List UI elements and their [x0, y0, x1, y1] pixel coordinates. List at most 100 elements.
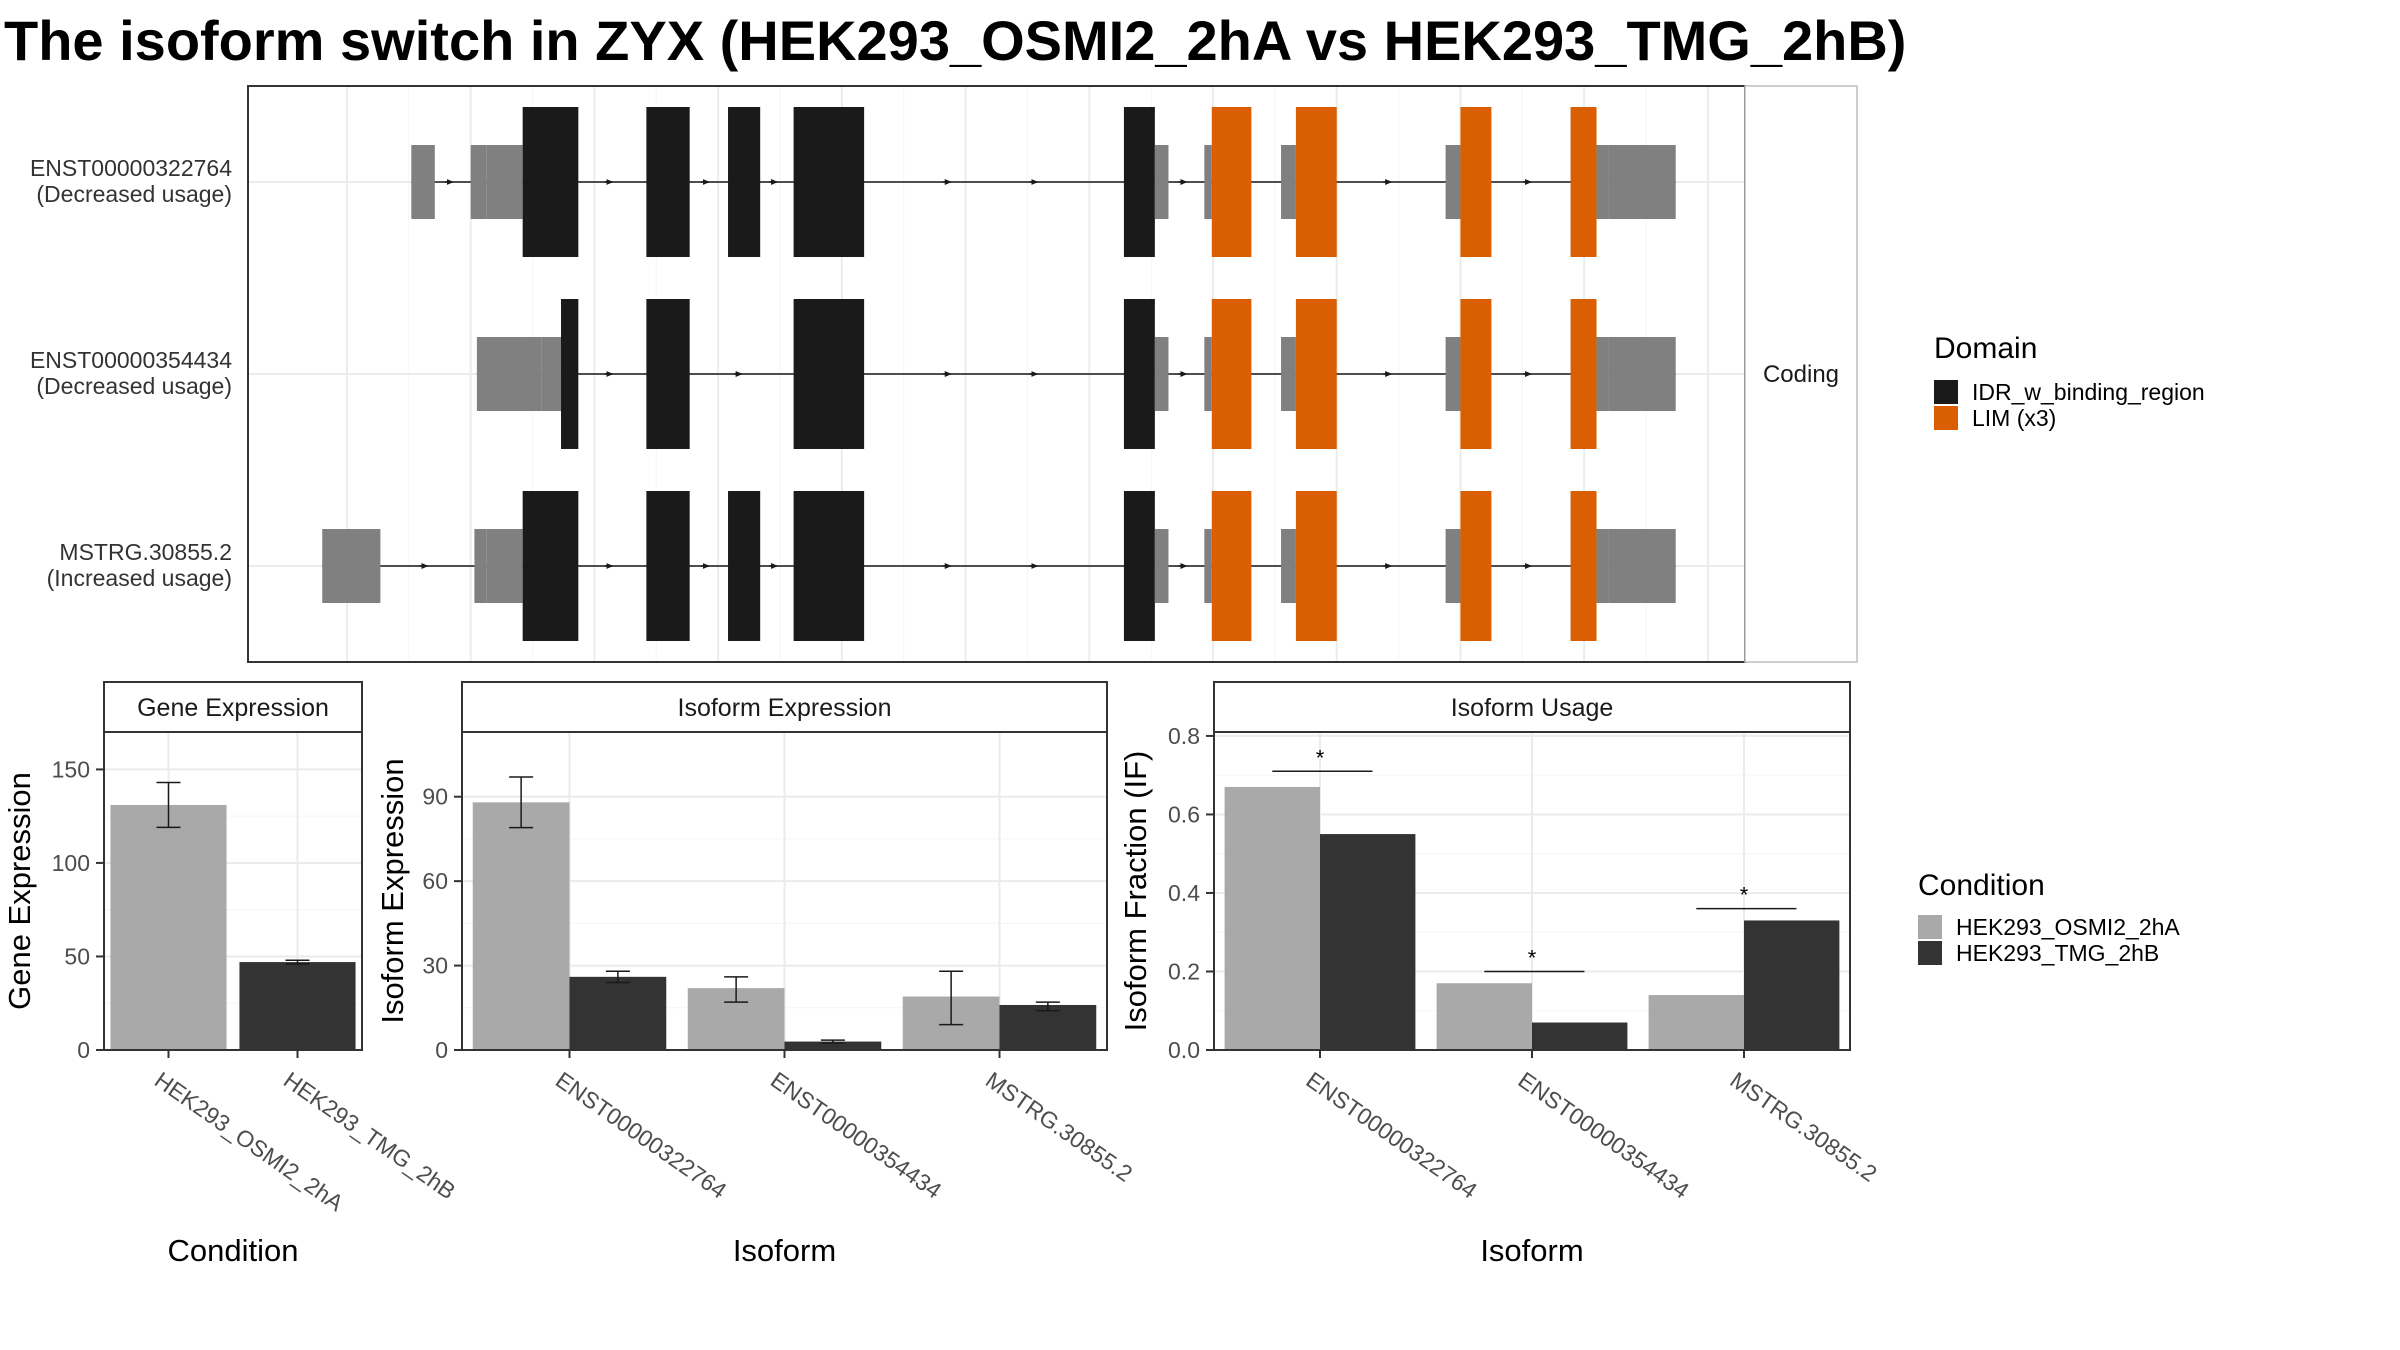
legend-key-lim: [1934, 406, 1958, 430]
exon-utr: [322, 529, 381, 603]
transcript-row: [322, 491, 1676, 641]
exon-utr: [486, 145, 523, 219]
exon-utr: [541, 337, 562, 411]
bar: [1224, 786, 1320, 1050]
y-axis-title: Isoform Expression: [375, 758, 410, 1023]
exon-utr: [1154, 529, 1169, 603]
exon-lim: [1295, 299, 1337, 449]
exon-utr: [1281, 529, 1296, 603]
bar: [784, 1041, 882, 1050]
facet-strip-label: Isoform Usage: [1451, 694, 1614, 722]
exon-idr: [1123, 107, 1155, 257]
y-axis-title: Isoform Fraction (IF): [1118, 751, 1153, 1032]
facet-strip: [461, 681, 1108, 733]
y-tick-label: 0: [435, 1037, 448, 1063]
exon-lim: [1295, 491, 1337, 641]
exon-lim: [1570, 299, 1597, 449]
exon-utr: [1596, 145, 1609, 219]
x-tick-label: MSTRG.30855.2: [1725, 1067, 1881, 1187]
significance-label: *: [1740, 883, 1749, 908]
facet-strip-label: Coding: [1763, 361, 1839, 388]
y-tick-label: 150: [52, 756, 90, 782]
y-tick-label: 90: [422, 784, 448, 810]
y-tick-label: 0.8: [1168, 723, 1200, 749]
figure-title: The isoform switch in ZYX (HEK293_OSMI2_…: [4, 9, 1907, 72]
facet-strip-label: Gene Expression: [137, 694, 329, 722]
transcript-usage-label: (Increased usage): [47, 565, 232, 591]
isoform-expression-panel: [454, 681, 1108, 1058]
x-axis-title: Condition: [168, 1233, 299, 1268]
exon-idr: [646, 107, 690, 257]
y-tick-label: 0.6: [1168, 801, 1200, 827]
gene-structure-panel: [247, 85, 1858, 663]
transcript-usage-label: (Decreased usage): [36, 373, 232, 399]
bar: [239, 962, 356, 1050]
exon-idr: [793, 107, 865, 257]
x-tick-label: MSTRG.30855.2: [981, 1067, 1137, 1187]
legend-key-condition: [1918, 915, 1942, 939]
transcript-row: [411, 107, 1676, 257]
bar: [1532, 1022, 1628, 1050]
exon-lim: [1570, 491, 1597, 641]
exon-utr: [1608, 145, 1676, 219]
domain-legend-label: LIM (x3): [1972, 405, 2056, 431]
facet-strip: [103, 681, 363, 733]
exon-idr: [646, 491, 690, 641]
bar: [110, 804, 227, 1050]
legend-key-idr: [1934, 380, 1958, 404]
exon-idr: [522, 491, 579, 641]
exon-lim: [1211, 299, 1252, 449]
y-axis-title: Gene Expression: [2, 772, 37, 1010]
y-tick-label: 0.4: [1168, 880, 1200, 906]
x-tick-label: ENST00000322764: [551, 1067, 732, 1204]
bar: [472, 802, 570, 1050]
transcript-id-label: MSTRG.30855.2: [59, 539, 232, 565]
transcript-usage-label: (Decreased usage): [36, 181, 232, 207]
condition-legend-label: HEK293_OSMI2_2hA: [1956, 914, 2180, 940]
y-tick-label: 0: [77, 1037, 90, 1063]
transcript-id-label: ENST00000354434: [30, 347, 232, 373]
y-tick-label: 30: [422, 953, 448, 979]
exon-lim: [1460, 299, 1492, 449]
domain-legend-label: IDR_w_binding_region: [1972, 379, 2205, 405]
exon-lim: [1460, 491, 1492, 641]
transcript-id-label: ENST00000322764: [30, 155, 232, 181]
y-tick-label: 0.2: [1168, 958, 1200, 984]
bar: [1648, 995, 1744, 1050]
bar: [999, 1004, 1097, 1050]
y-tick-label: 50: [64, 943, 90, 969]
exon-lim: [1211, 107, 1252, 257]
exon-utr: [1445, 337, 1461, 411]
exon-idr: [793, 299, 865, 449]
domain-legend-title: Domain: [1934, 332, 2037, 365]
x-tick-label: ENST00000354434: [1513, 1067, 1694, 1204]
condition-legend-label: HEK293_TMG_2hB: [1956, 940, 2159, 966]
exon-utr: [1154, 337, 1169, 411]
exon-idr: [1123, 491, 1155, 641]
condition-legend-title: Condition: [1918, 869, 2045, 902]
exon-utr: [1204, 337, 1212, 411]
exon-utr: [476, 337, 542, 411]
exon-idr: [1123, 299, 1155, 449]
exon-idr: [522, 107, 579, 257]
y-tick-label: 60: [422, 868, 448, 894]
exon-utr: [1596, 337, 1609, 411]
facet-strip-label: Isoform Expression: [678, 694, 892, 722]
isoform-usage-panel: [1206, 681, 1851, 1058]
exon-utr: [474, 529, 487, 603]
gene-expression-panel: [96, 681, 363, 1058]
exon-utr: [1608, 529, 1676, 603]
exon-idr: [561, 299, 579, 449]
exon-utr: [1281, 337, 1296, 411]
facet-strip: [1213, 681, 1851, 733]
significance-label: *: [1316, 745, 1325, 770]
exon-utr: [411, 145, 435, 219]
x-tick-label: ENST00000354434: [766, 1067, 947, 1204]
y-tick-label: 100: [52, 850, 90, 876]
exon-utr: [1204, 145, 1212, 219]
exon-idr: [646, 299, 690, 449]
exon-utr: [1281, 145, 1296, 219]
x-axis-title: Isoform: [733, 1233, 836, 1268]
exon-lim: [1460, 107, 1492, 257]
